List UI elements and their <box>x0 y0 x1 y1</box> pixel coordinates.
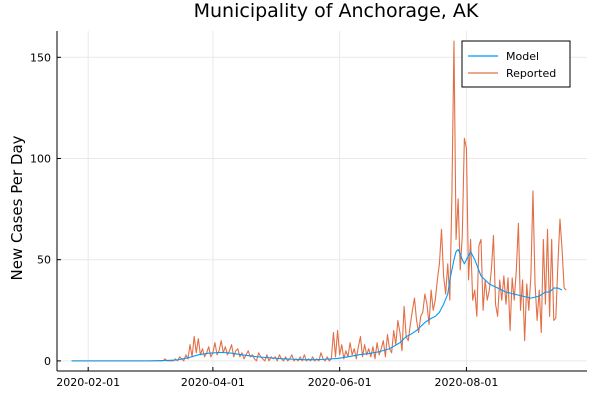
grid-lines <box>57 31 587 371</box>
y-tick-label: 50 <box>37 254 51 267</box>
axes <box>56 31 587 372</box>
chart-title: Municipality of Anchorage, AK <box>194 0 479 22</box>
x-tick-label: 2020-04-01 <box>181 376 245 389</box>
legend-label-model: Model <box>506 50 539 63</box>
series-line-reported <box>71 40 567 362</box>
y-tick-label: 0 <box>44 355 51 368</box>
y-tick-label: 150 <box>30 51 51 64</box>
legend: Model Reported <box>461 40 571 88</box>
series-line-model <box>71 249 563 362</box>
x-tick-label: 2020-06-01 <box>308 376 372 389</box>
x-tick-label: 2020-08-01 <box>434 376 498 389</box>
x-tick-label: 2020-02-01 <box>56 376 120 389</box>
series-lines <box>71 40 567 362</box>
legend-box <box>461 40 571 88</box>
legend-label-reported: Reported <box>506 67 556 80</box>
tick-labels: 2020-02-01 2020-04-01 2020-06-01 2020-08-01… <box>30 51 498 389</box>
y-axis-label: New Cases Per Day <box>8 135 26 280</box>
y-tick-label: 100 <box>30 153 51 166</box>
